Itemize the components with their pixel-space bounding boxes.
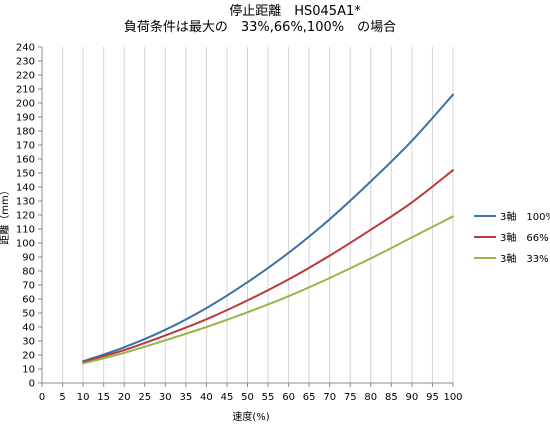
y-tick-label-10: 10 bbox=[22, 365, 35, 376]
x-tick-label-55: 55 bbox=[262, 392, 275, 403]
x-tick-label-10: 10 bbox=[77, 392, 90, 403]
legend-label-1: 3軸 100% bbox=[500, 210, 550, 223]
y-tick-label-110: 110 bbox=[16, 225, 35, 236]
y-axis-title: 距離（mm） bbox=[0, 185, 11, 244]
y-tick-label-60: 60 bbox=[22, 295, 35, 306]
x-tick-label-5: 5 bbox=[59, 392, 65, 403]
y-tick-label-150: 150 bbox=[16, 169, 35, 180]
series-line-2 bbox=[82, 169, 454, 363]
x-tick-label-40: 40 bbox=[200, 392, 213, 403]
y-tick-label-190: 190 bbox=[16, 113, 35, 124]
x-tick-label-50: 50 bbox=[241, 392, 254, 403]
x-tick-label-20: 20 bbox=[118, 392, 131, 403]
x-tick-label-85: 85 bbox=[385, 392, 398, 403]
chart-subtitle: 負荷条件は最大の 33%,66%,100% の場合 bbox=[124, 19, 396, 35]
y-tick-label-140: 140 bbox=[16, 183, 35, 194]
y-tick-label-80: 80 bbox=[22, 267, 35, 278]
y-tick-label-0: 0 bbox=[29, 379, 35, 390]
y-tick-label-50: 50 bbox=[22, 309, 35, 320]
legend-label-3: 3軸 33% bbox=[500, 252, 549, 265]
y-tick-label-130: 130 bbox=[16, 197, 35, 208]
y-tick-label-200: 200 bbox=[16, 99, 35, 110]
x-tick-label-100: 100 bbox=[443, 392, 462, 403]
x-tick-label-60: 60 bbox=[282, 392, 295, 403]
y-tick-label-20: 20 bbox=[22, 351, 35, 362]
series-line-3 bbox=[82, 215, 454, 365]
y-tick-label-170: 170 bbox=[16, 141, 35, 152]
grid-lines bbox=[62, 47, 454, 383]
x-tick-label-65: 65 bbox=[303, 392, 316, 403]
y-tick-label-40: 40 bbox=[22, 323, 35, 334]
y-tick-label-90: 90 bbox=[22, 253, 35, 264]
x-tick-label-25: 25 bbox=[138, 392, 151, 403]
y-tick-label-30: 30 bbox=[22, 337, 35, 348]
x-tick-label-80: 80 bbox=[364, 392, 377, 403]
y-tick-label-100: 100 bbox=[16, 239, 35, 250]
x-tick-label-45: 45 bbox=[221, 392, 234, 403]
x-tick-label-75: 75 bbox=[344, 392, 357, 403]
y-tick-label-160: 160 bbox=[16, 155, 35, 166]
x-tick-label-15: 15 bbox=[97, 392, 110, 403]
y-tick-label-220: 220 bbox=[16, 71, 35, 82]
x-tick-label-90: 90 bbox=[406, 392, 419, 403]
tick-labels: 0 5 10 15 20 25 30 35 40 45 50 55 60 65 70 75 80 85 90 95 10… bbox=[16, 43, 463, 404]
legend: 3軸 100% 3軸 66% 3軸 33% bbox=[474, 210, 550, 265]
x-tick-label-0: 0 bbox=[39, 392, 45, 403]
axes bbox=[38, 46, 454, 387]
x-tick-label-30: 30 bbox=[159, 392, 172, 403]
y-tick-label-240: 240 bbox=[16, 43, 35, 54]
chart-title: 停止距離 HS045A1* bbox=[229, 3, 361, 19]
x-tick-label-70: 70 bbox=[323, 392, 336, 403]
series-lines bbox=[82, 93, 454, 365]
legend-label-2: 3軸 66% bbox=[500, 231, 549, 244]
series-line-1 bbox=[82, 93, 454, 363]
y-tick-label-230: 230 bbox=[16, 57, 35, 68]
y-tick-label-210: 210 bbox=[16, 85, 35, 96]
y-tick-label-180: 180 bbox=[16, 127, 35, 138]
y-tick-label-120: 120 bbox=[16, 211, 35, 222]
x-axis-title: 速度(%) bbox=[232, 410, 269, 423]
x-tick-label-95: 95 bbox=[426, 392, 439, 403]
x-tick-label-35: 35 bbox=[179, 392, 192, 403]
y-tick-label-70: 70 bbox=[22, 281, 35, 292]
